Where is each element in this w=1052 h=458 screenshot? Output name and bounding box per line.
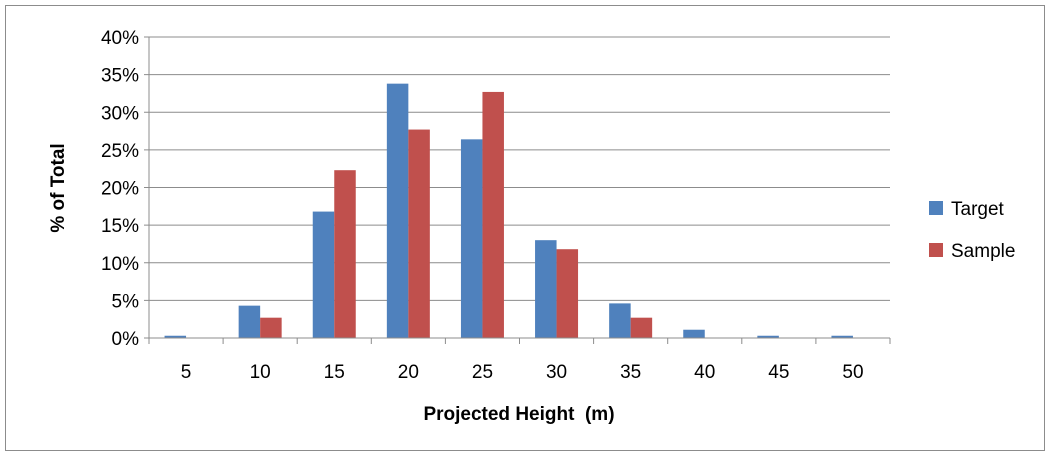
y-tick-label: 25% xyxy=(101,141,139,162)
bar-target-30 xyxy=(535,240,557,338)
legend-label-target: Target xyxy=(951,199,1005,220)
bar-target-45 xyxy=(757,335,779,338)
bar-sample-10 xyxy=(260,317,282,338)
x-tick-label: 45 xyxy=(768,362,789,383)
y-tick-label: 15% xyxy=(101,216,139,237)
x-tick-label: 30 xyxy=(546,362,567,383)
legend: Target Sample xyxy=(929,199,1015,262)
bar-target-15 xyxy=(312,211,335,338)
x-tick-labels: 5 10 15 20 25 30 35 40 45 50 xyxy=(181,362,864,383)
x-tick-label: 20 xyxy=(398,362,419,383)
chart-frame xyxy=(5,5,1045,451)
x-tick-label: 15 xyxy=(324,362,345,383)
x-tick-label: 10 xyxy=(250,362,271,383)
y-tick-label: 40% xyxy=(101,28,139,49)
bar-target-25 xyxy=(460,139,483,338)
bar-sample-35 xyxy=(630,317,653,338)
bar-sample-20 xyxy=(408,129,430,338)
x-tick-label: 35 xyxy=(620,362,641,383)
legend-label-sample: Sample xyxy=(951,241,1015,262)
bar-target-10 xyxy=(238,305,261,338)
y-tick-label: 30% xyxy=(101,103,139,124)
y-tick-labels: 0% 5% 10% 15% 20% 25% 30% 35% 40% xyxy=(101,28,139,350)
bar-target-35 xyxy=(609,303,631,338)
y-axis-title: % of Total xyxy=(48,143,69,232)
x-axis-title: Projected Height (m) xyxy=(423,404,614,425)
bar-sample-25 xyxy=(482,91,504,339)
legend-swatch-target xyxy=(929,201,943,215)
x-tick-label: 5 xyxy=(181,362,192,383)
y-tick-label: 5% xyxy=(112,291,140,312)
gridlines xyxy=(149,36,890,301)
y-tick-label: 35% xyxy=(101,66,139,87)
bar-target-5 xyxy=(164,335,187,338)
bar-sample-15 xyxy=(334,170,356,338)
y-tick-label: 20% xyxy=(101,179,139,200)
y-tick-label: 10% xyxy=(101,254,139,275)
bar-target-50 xyxy=(831,335,853,338)
legend-swatch-sample xyxy=(929,243,943,257)
axes xyxy=(144,36,891,344)
bar-target-40 xyxy=(683,329,705,338)
bar-target-20 xyxy=(386,83,409,338)
bar-sample-30 xyxy=(556,249,579,338)
x-tick-label: 40 xyxy=(694,362,715,383)
y-tick-label: 0% xyxy=(112,329,140,350)
bars xyxy=(164,83,853,339)
x-tick-label: 50 xyxy=(842,362,863,383)
x-tick-label: 25 xyxy=(472,362,493,383)
